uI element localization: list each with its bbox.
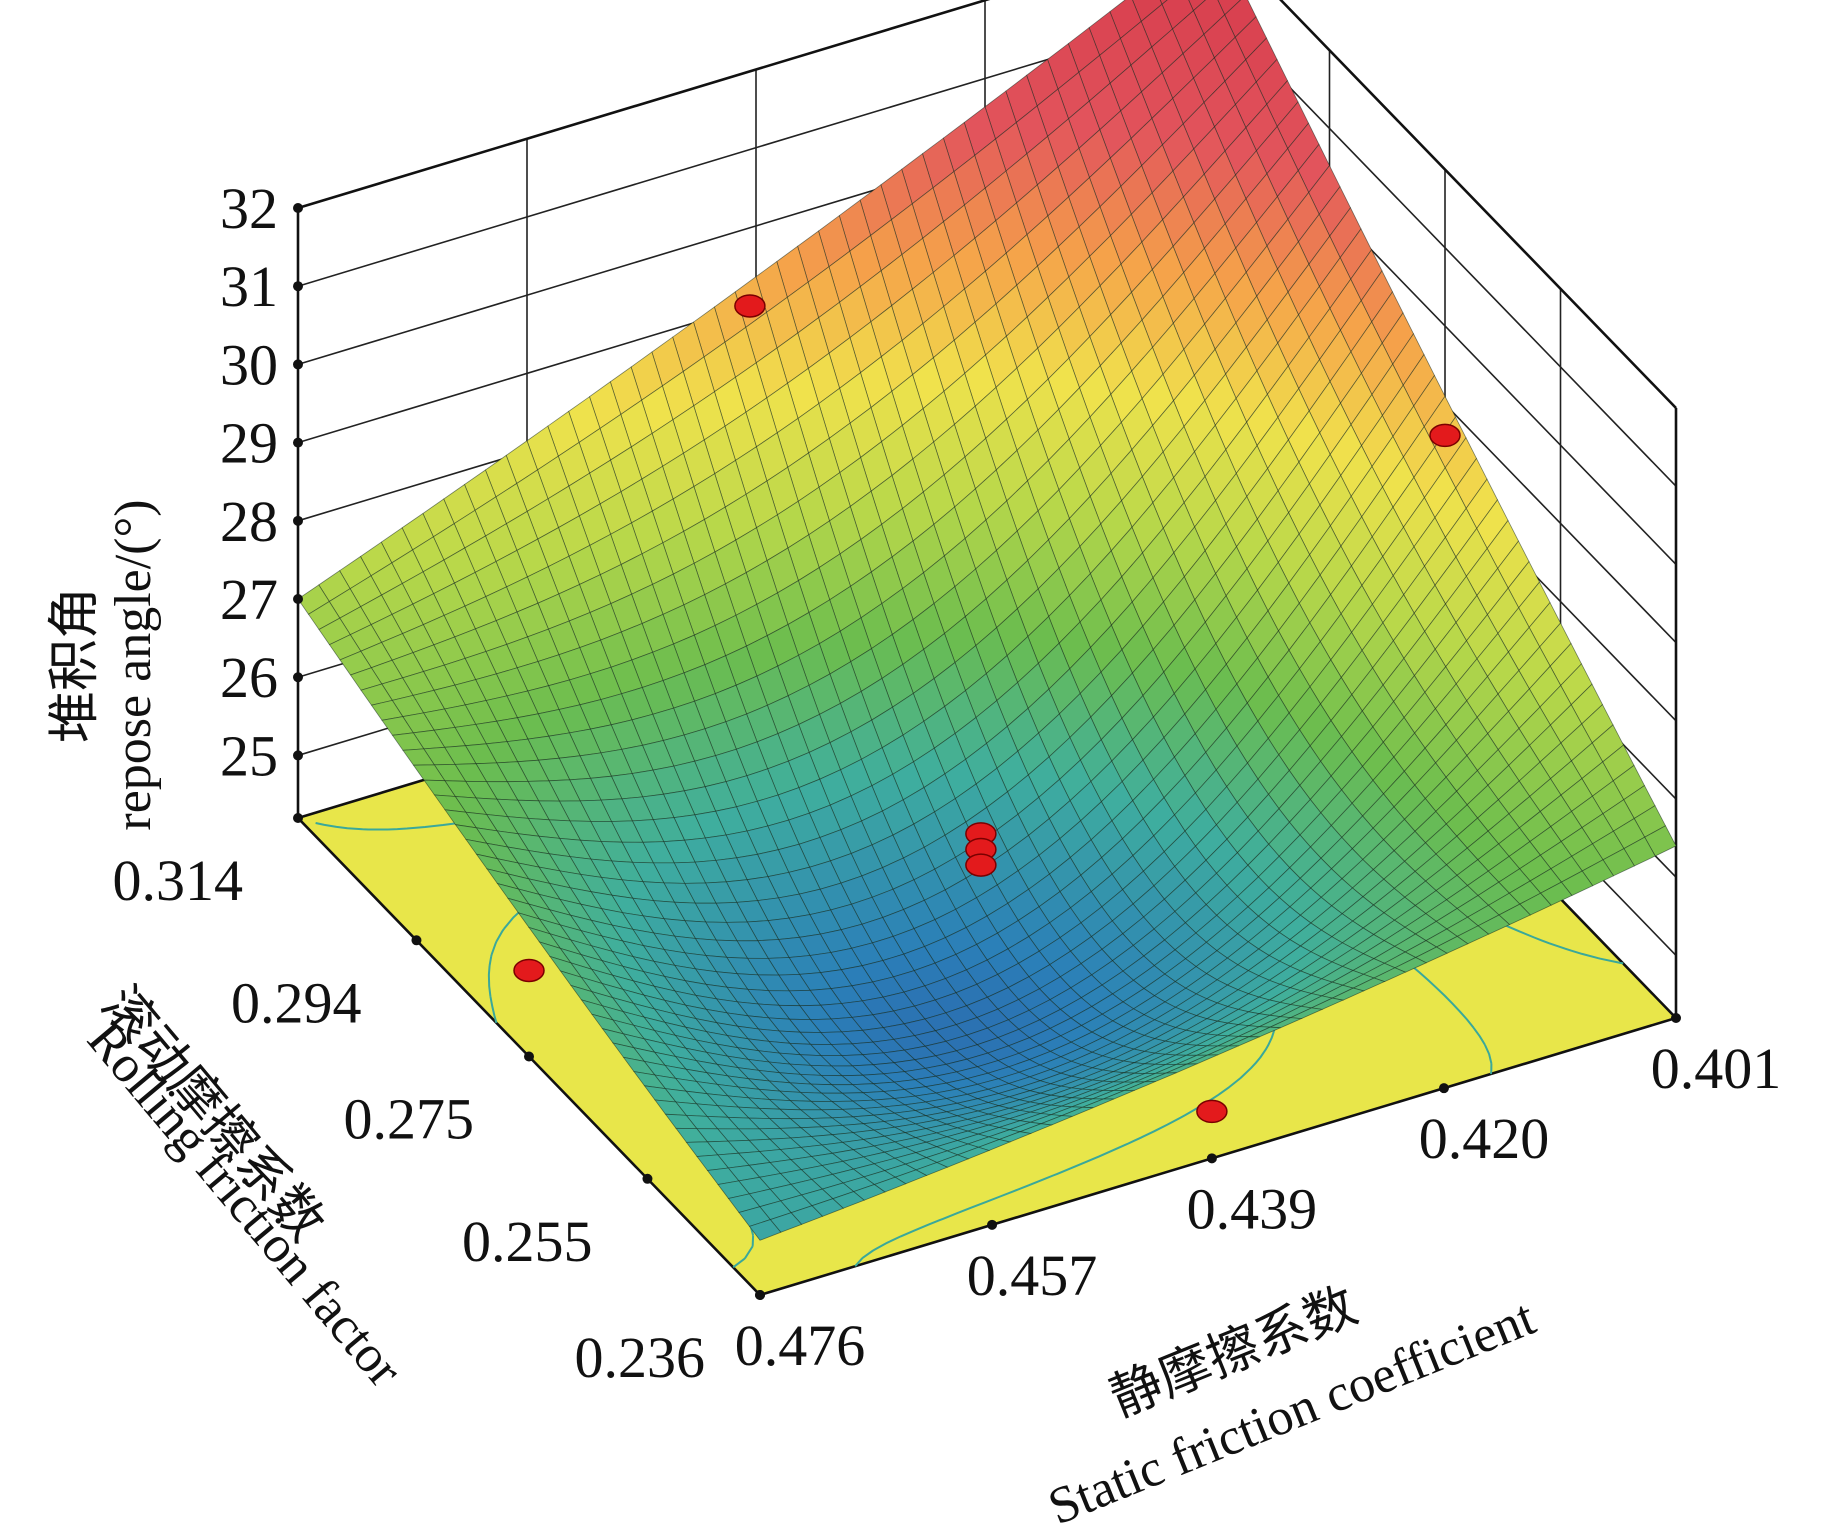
y-tick-mark — [411, 935, 422, 946]
x-tick-mark — [1671, 1013, 1681, 1023]
design-points — [513, 294, 1461, 1124]
z-tick-label: 31 — [220, 254, 278, 319]
design-point-marker — [1196, 1099, 1228, 1124]
z-tick-mark — [293, 437, 303, 448]
response-surface — [297, 0, 1677, 1241]
z-tick-mark — [293, 750, 303, 761]
y-tick-label: 0.294 — [231, 970, 362, 1035]
x-tick-label: 0.401 — [1651, 1036, 1782, 1101]
x-tick-label: 0.439 — [1187, 1176, 1318, 1241]
design-point-marker — [965, 853, 997, 877]
z-tick-mark — [293, 203, 303, 213]
y-tick-label: 0.314 — [113, 848, 244, 913]
design-point-marker — [734, 294, 766, 318]
y-tick-mark — [524, 1051, 534, 1062]
x-tick-label: 0.420 — [1419, 1106, 1550, 1171]
design-point-marker — [513, 958, 545, 983]
y-tick-mark — [293, 813, 303, 823]
surface-cell — [748, 1219, 782, 1241]
z-tick-label: 32 — [220, 176, 278, 241]
x-tick-label: 0.476 — [735, 1313, 866, 1378]
tick-labels: 0.476 0.457 0.439 0.420 0.401 0.236 0.255 0.275… — [113, 176, 1782, 1390]
frame-edge — [297, 0, 991, 210]
z-axis-title-cn: 堆积角 — [47, 587, 104, 743]
surface-cell — [1188, 0, 1207, 12]
frame-edge — [1279, 0, 1677, 409]
z-tick-label: 26 — [220, 645, 278, 710]
y-tick-mark — [755, 1290, 765, 1300]
z-tick-mark — [293, 672, 303, 683]
z-tick-mark — [293, 515, 303, 526]
z-tick-mark — [293, 281, 303, 292]
x-tick-mark — [987, 1219, 998, 1230]
z-tick-label: 28 — [220, 489, 278, 554]
z-axis-title-en: repose angle/(°) — [105, 499, 162, 830]
y-tick-mark — [642, 1173, 653, 1184]
z-tick-label: 27 — [220, 567, 278, 632]
x-tick-mark — [1206, 1153, 1217, 1164]
z-tick-mark — [293, 594, 303, 605]
z-tick-label: 25 — [220, 723, 278, 788]
y-tick-label: 0.275 — [344, 1087, 475, 1152]
x-tick-label: 0.457 — [967, 1243, 1098, 1308]
y-tick-label: 0.255 — [462, 1209, 593, 1274]
y-tick-label: 0.236 — [575, 1325, 706, 1390]
z-tick-mark — [293, 359, 303, 370]
z-tick-label: 29 — [220, 411, 278, 476]
y-axis-title-en: Rolling friction factor — [76, 1011, 413, 1397]
x-tick-mark — [1438, 1083, 1449, 1094]
design-point-marker — [1429, 423, 1461, 448]
z-tick-label: 30 — [220, 332, 278, 397]
